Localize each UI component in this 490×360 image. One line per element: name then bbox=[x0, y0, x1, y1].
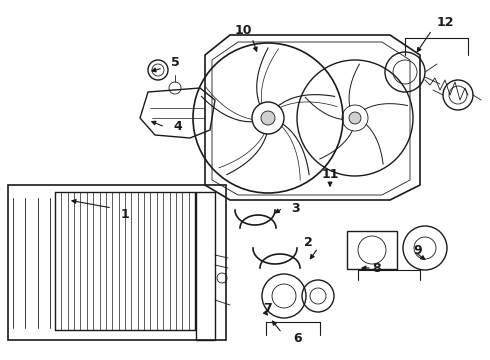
Text: 6: 6 bbox=[294, 332, 302, 345]
Text: 3: 3 bbox=[291, 202, 299, 215]
Text: 1: 1 bbox=[121, 208, 129, 221]
Text: 2: 2 bbox=[304, 235, 313, 248]
Text: 10: 10 bbox=[234, 23, 252, 36]
Text: 9: 9 bbox=[414, 243, 422, 256]
Circle shape bbox=[349, 112, 361, 124]
Circle shape bbox=[261, 111, 275, 125]
Text: 11: 11 bbox=[321, 168, 339, 181]
Text: 4: 4 bbox=[173, 121, 182, 134]
Text: 8: 8 bbox=[373, 261, 381, 274]
Text: 5: 5 bbox=[171, 55, 179, 68]
Text: 7: 7 bbox=[263, 302, 271, 315]
Text: 12: 12 bbox=[436, 15, 454, 28]
